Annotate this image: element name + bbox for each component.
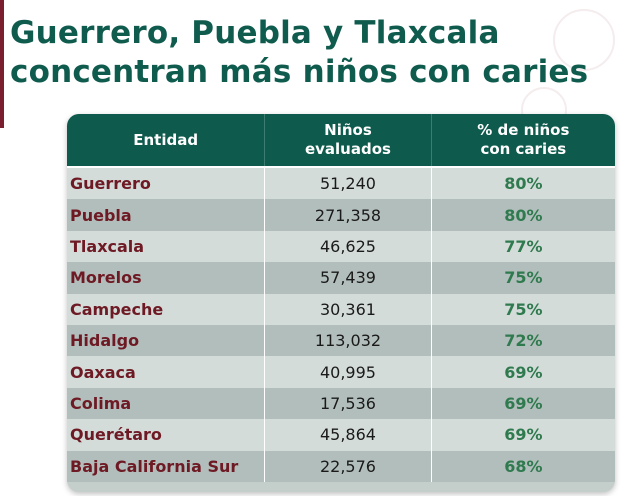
cell-pct: 80% [504,205,543,225]
cell-entidad: Puebla [70,205,132,225]
cell-pct: 69% [504,362,543,382]
header-pct-caries: % de niños con caries [432,114,615,166]
cell-evaluados: 57,439 [264,262,432,294]
cell-pct: 75% [504,268,543,288]
cell-evaluados: 30,361 [264,293,432,325]
page-title: Guerrero, Puebla y Tlaxcala concentran m… [10,14,588,92]
cell-entidad: Baja California Sur [70,456,239,476]
cell-entidad: Colima [70,393,132,413]
table-row: Baja California Sur 22,576 68% [67,450,615,482]
header-evaluados-line2: evaluados [304,140,391,158]
header-ninos-evaluados: Niños evaluados [264,114,432,166]
cell-pct: 75% [504,299,543,319]
table-row: Morelos 57,439 75% [67,262,615,294]
cell-pct: 68% [504,456,543,476]
page-title-line2: concentran más niños con caries [10,54,589,90]
cell-pct: 80% [504,174,543,194]
table-row: Tlaxcala 46,625 77% [67,230,615,263]
cell-evaluados: 51,240 [264,168,432,200]
cell-evaluados: 17,536 [264,387,432,420]
cell-entidad: Campeche [70,299,164,319]
table-body: Guerrero 51,240 80% Puebla 271,358 80% T… [67,168,615,482]
cell-evaluados: 271,358 [264,199,432,231]
cell-pct: 77% [504,236,543,256]
header-pct-line2: con caries [480,140,567,158]
cell-entidad: Hidalgo [70,331,140,351]
cell-evaluados: 113,032 [264,324,432,357]
header-entidad: Entidad [133,130,199,149]
cell-pct: 72% [504,331,543,351]
cell-evaluados: 46,625 [264,230,432,263]
table-row: Puebla 271,358 80% [67,199,615,231]
cell-evaluados: 45,864 [264,419,432,451]
cell-entidad: Oaxaca [70,362,136,382]
cell-entidad: Morelos [70,268,142,288]
header-evaluados-line1: Niños [324,121,372,139]
table-row: Querétaro 45,864 69% [67,419,615,451]
cell-evaluados: 40,995 [264,356,432,388]
table-row: Oaxaca 40,995 69% [67,356,615,388]
cell-entidad: Tlaxcala [70,236,145,256]
cell-pct: 69% [504,393,543,413]
table-row: Hidalgo 113,032 72% [67,324,615,357]
cell-evaluados: 22,576 [264,450,432,482]
header-pct-line1: % de niños [477,121,570,139]
cell-entidad: Guerrero [70,174,151,194]
data-table: Entidad Niños evaluados % de niños con c… [67,114,615,492]
accent-bar [0,0,4,128]
cell-pct: 69% [504,425,543,445]
table-row: Campeche 30,361 75% [67,293,615,325]
table-row: Guerrero 51,240 80% [67,168,615,200]
table-header: Entidad Niños evaluados % de niños con c… [67,114,615,168]
table-row: Colima 17,536 69% [67,387,615,420]
cell-entidad: Querétaro [70,425,162,445]
page-title-line1: Guerrero, Puebla y Tlaxcala [10,15,500,51]
